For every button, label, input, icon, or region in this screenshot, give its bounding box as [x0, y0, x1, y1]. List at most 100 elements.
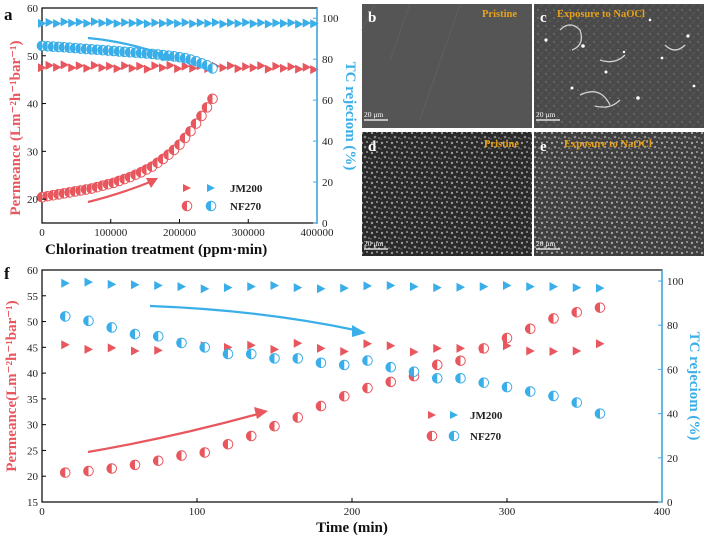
- sem-panel-c: c Exposure to NaOCl 20 μm: [534, 4, 704, 128]
- panel-f-jm200-rejection-point: [410, 282, 419, 292]
- panel-f-nf270-permeance-point: [315, 400, 327, 412]
- panel-a-chart: a 0 100000 200000 300000 400000 20 30 40 50 60 0 20…: [4, 3, 358, 258]
- panel-f-nf270-rejection-point: [222, 348, 234, 360]
- panel-f-jm200-rejection-point: [200, 284, 210, 294]
- panel-a-jm200-rejection-point: [45, 17, 55, 27]
- panel-f-chart: f 0 100 200 300 400 15 20 25 30 35 40 45 50 55 60 0 20 40…: [4, 264, 702, 536]
- panel-a-jm200-rejection-point: [257, 18, 266, 28]
- panel-a-jm200-rejection-point: [280, 19, 289, 29]
- panel-f-jm200-permeance-point: [526, 346, 535, 356]
- panel-f-jm200-rejection-point: [386, 280, 396, 290]
- sem-b-caption: Pristine: [482, 9, 517, 20]
- panel-f-x-tick-label: 300: [499, 506, 516, 518]
- panel-f-nf270-permeance-point: [222, 438, 234, 450]
- sem-b-label: b: [368, 10, 376, 26]
- sem-image-grid: b Pristine 20 μm c Exposure to NaOCl 20 …: [361, 3, 704, 256]
- panel-f-jm200-rejection-point: [224, 283, 233, 293]
- panel-f-nf270-permeance-point: [501, 332, 513, 344]
- panel-a-x-tick-label: 200000: [163, 227, 197, 239]
- panel-f-nf270-rejection-point: [571, 397, 583, 408]
- panel-f-jm200-rejection-point: [61, 278, 70, 288]
- panel-f-jm200-permeance-point: [596, 339, 605, 349]
- panel-f-left-y-tick-label: 40: [27, 368, 39, 380]
- sem-c-label: c: [540, 10, 547, 26]
- panel-f-jm200-rejection-point: [572, 283, 582, 293]
- panel-f-jm200-rejection-point: [526, 282, 535, 292]
- panel-f-nf270-permeance-point: [269, 420, 280, 432]
- panel-f-jm200-permeance-point: [84, 344, 93, 354]
- panel-f-blue-trend-arrow: [149, 304, 366, 337]
- panel-f-jm200-permeance-point: [456, 343, 465, 353]
- panel-a-jm200-rejection-point: [128, 18, 138, 28]
- panel-f-jm200-rejection-point: [363, 281, 372, 291]
- legend-f-jm200-permeance-marker: [428, 411, 436, 419]
- panel-f-red-trend-arrow: [87, 407, 268, 454]
- panel-a-jm200-permeance-point: [60, 60, 70, 70]
- panel-f-nf270-permeance-point: [245, 430, 257, 442]
- sem-image-e: [534, 132, 704, 256]
- panel-f-left-y-tick-label: 15: [27, 497, 39, 509]
- panel-f-nf270-permeance-point: [176, 450, 187, 461]
- panel-a-jm200-permeance-point: [113, 64, 123, 74]
- panel-f-jm200-permeance-point: [293, 338, 303, 348]
- panel-f-jm200-permeance-point: [572, 346, 582, 356]
- panel-f-jm200-rejection-point: [340, 283, 349, 293]
- panel-f-left-y-tick-label: 55: [27, 291, 39, 303]
- panel-a-jm200-permeance-point: [38, 63, 47, 73]
- panel-f-nf270-permeance-point: [571, 306, 583, 318]
- panel-f-right-y-tick-label: 80: [667, 320, 679, 332]
- panel-f-jm200-rejection-point: [177, 282, 186, 292]
- panel-a-jm200-permeance-point: [143, 64, 153, 74]
- panel-a-jm200-permeance-point: [287, 62, 297, 72]
- panel-f-jm200-permeance-point: [503, 341, 512, 351]
- panel-a-nf270-permeance-point: [196, 110, 207, 122]
- panel-a-legend-nf270: NF270: [230, 201, 262, 213]
- panel-a-jm200-rejection-point: [242, 18, 251, 28]
- panel-a-nf270-permeance-point: [185, 125, 196, 137]
- sem-c-caption: Exposure to NaOCl: [557, 9, 645, 20]
- panel-f-right-y-tick-label: 60: [667, 364, 679, 376]
- panel-a-jm200-rejection-point: [196, 18, 206, 28]
- panel-f-nf270-rejection-point: [292, 353, 304, 364]
- panel-a-nf270-permeance-point: [207, 93, 218, 105]
- panel-a-jm200-rejection-point: [83, 18, 92, 28]
- panel-f-nf270-rejection-point: [431, 372, 443, 384]
- panel-a-jm200-permeance-point: [272, 61, 281, 71]
- panel-a-jm200-rejection-point: [219, 19, 228, 29]
- panel-f-x-tick-label: 100: [189, 506, 206, 518]
- panel-a-x-tick-label: 100000: [94, 227, 128, 239]
- panel-a-jm200-permeance-point: [310, 65, 319, 75]
- panel-f-nf270-permeance-point: [455, 355, 466, 367]
- panel-f-nf270-rejection-point: [129, 328, 141, 340]
- panel-a-jm200-rejection-point: [211, 18, 221, 28]
- panel-f-jm200-permeance-point: [154, 345, 163, 355]
- panel-f-left-y-tick-label: 50: [27, 317, 39, 329]
- panel-f-nf270-permeance-point: [129, 459, 141, 471]
- panel-a-jm200-rejection-point: [60, 17, 70, 27]
- sem-image-c: [534, 4, 704, 128]
- legend-nf270-permeance-marker: [181, 200, 193, 212]
- panel-f-nf270-permeance-point: [478, 343, 490, 354]
- panel-f-jm200-rejection-point: [84, 277, 93, 287]
- panel-f-nf270-permeance-point: [431, 359, 443, 371]
- panel-a-jm200-rejection-point: [159, 18, 168, 28]
- panel-a-jm200-rejection-point: [264, 19, 274, 29]
- panel-f-nf270-rejection-point: [501, 381, 513, 393]
- panel-a-jm200-permeance-point: [45, 60, 55, 70]
- sem-b-scale: 20 μm: [364, 110, 383, 119]
- panel-a-left-y-tick-label: 20: [27, 194, 39, 206]
- panel-f-legend: JM200 NF270: [426, 410, 503, 443]
- panel-f-nf270-permeance-point: [152, 455, 164, 467]
- legend-jm200-rejection-marker: [207, 184, 215, 192]
- panel-f-nf270-rejection-point: [408, 366, 420, 377]
- panel-f-jm200-permeance-point: [107, 343, 117, 353]
- panel-a-jm200-rejection-point: [302, 18, 312, 28]
- sem-panel-d: d Pristine 20 μm: [362, 132, 532, 256]
- panel-a-jm200-permeance-point: [83, 63, 92, 73]
- panel-a-right-y-tick-label: 20: [322, 177, 334, 189]
- panel-a-right-y-tick-label: 0: [322, 218, 328, 230]
- panel-f-jm200-rejection-point: [293, 283, 303, 293]
- panel-f-right-y-tick-label: 0: [667, 497, 673, 509]
- panel-a-jm200-permeance-point: [234, 64, 244, 74]
